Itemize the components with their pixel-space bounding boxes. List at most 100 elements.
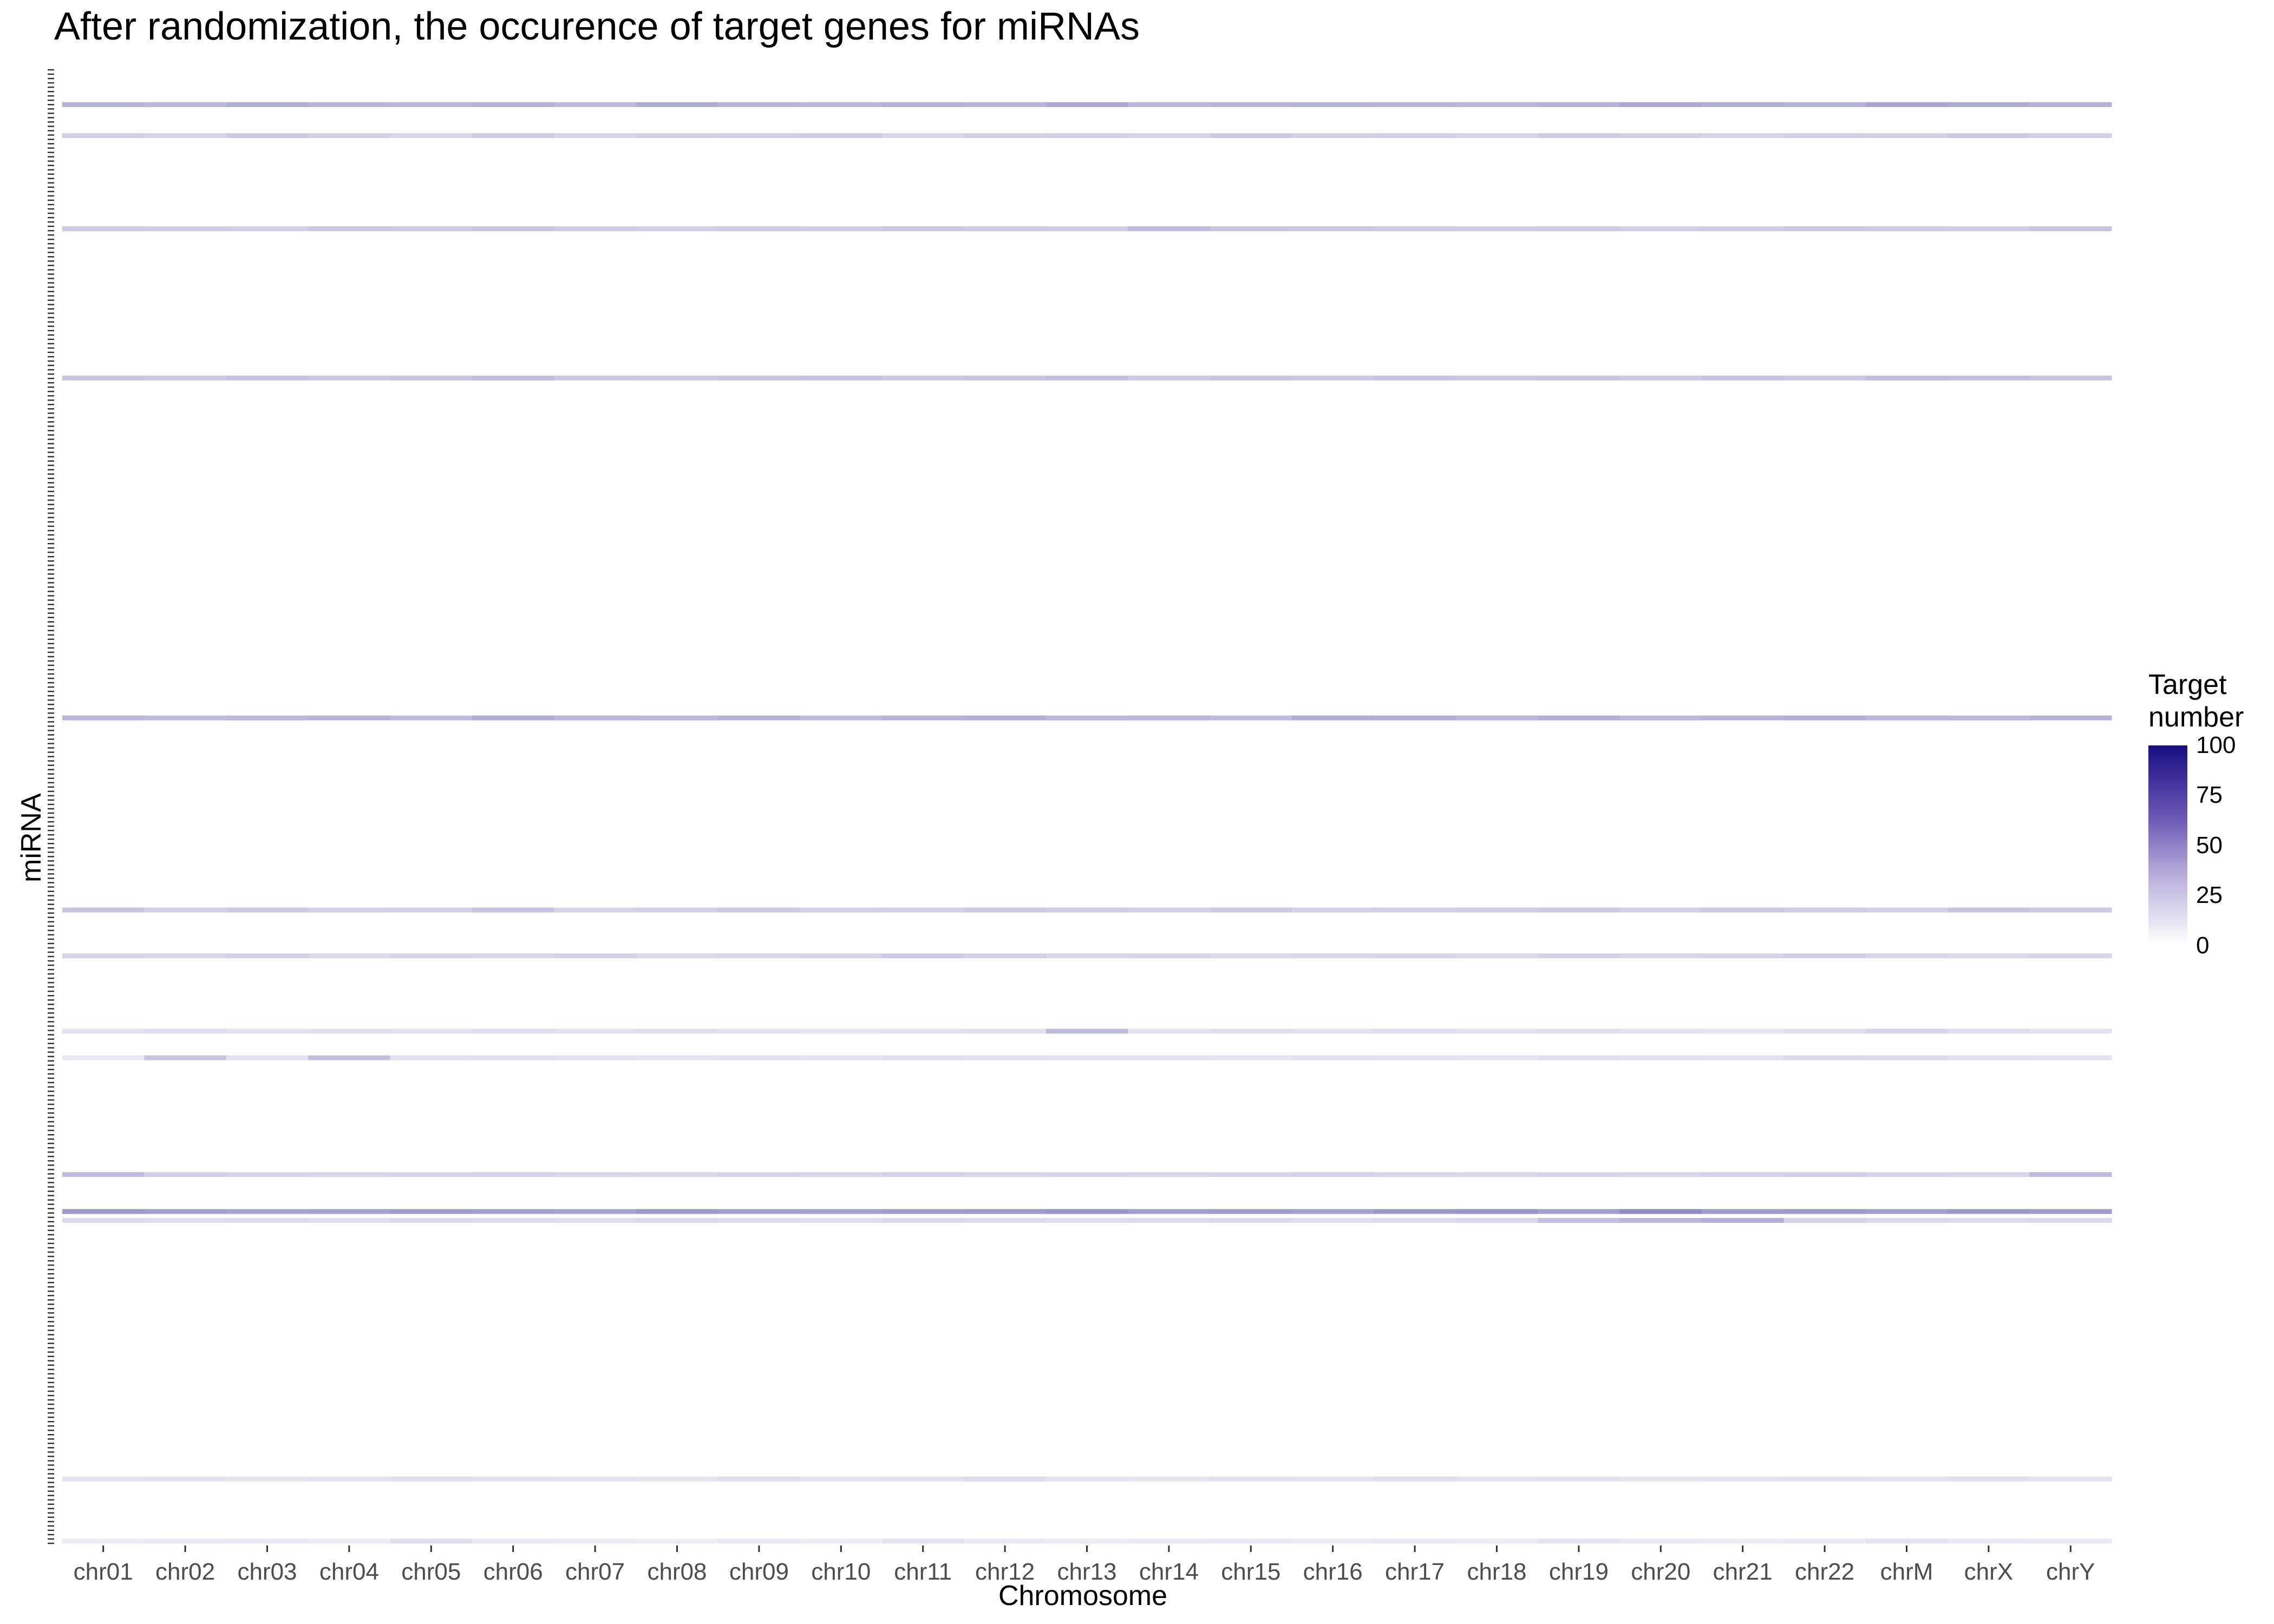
heatmap-cell (390, 226, 473, 232)
heatmap-cell (1619, 1217, 1702, 1223)
x-tick-label: chr11 (894, 1558, 952, 1585)
heatmap-cell (882, 133, 964, 139)
heatmap-cell (1292, 1476, 1374, 1482)
heatmap-cell (554, 1209, 637, 1214)
heatmap-cell (2029, 226, 2112, 232)
heatmap-cell (390, 1538, 473, 1544)
heatmap-cell (1948, 907, 2030, 913)
heatmap-cell (964, 907, 1047, 913)
heatmap-cell (1374, 1217, 1456, 1223)
chart-title: After randomization, the occurence of ta… (54, 5, 1140, 48)
heatmap-cell (636, 1538, 718, 1544)
heatmap-cell (882, 226, 964, 232)
y-axis-ticks (48, 69, 54, 1544)
heatmap-cell (1702, 133, 1784, 139)
heatmap-cell (1045, 1476, 1128, 1482)
heatmap-cell (62, 1172, 145, 1177)
heatmap-cell (308, 1029, 391, 1034)
legend-tick: 100 (2196, 732, 2236, 758)
heatmap-cell (1538, 1055, 1620, 1060)
heatmap-cell (1128, 102, 1211, 107)
heatmap-cell (144, 1029, 227, 1034)
heatmap-cell (1374, 715, 1456, 721)
heatmap-cell (1538, 1209, 1620, 1214)
heatmap-cell (1455, 1217, 1538, 1223)
heatmap-cell (2029, 907, 2112, 913)
heatmap-cell (472, 1217, 554, 1223)
heatmap-cell (554, 1217, 637, 1223)
heatmap-cell (226, 907, 309, 913)
heatmap-cell (308, 375, 391, 381)
heatmap-cell (1455, 907, 1538, 913)
x-tick-label: chr05 (401, 1558, 461, 1585)
heatmap-cell (800, 953, 883, 959)
heatmap-cell (964, 715, 1047, 721)
heatmap-cell (1374, 226, 1456, 232)
heatmap-cell (1865, 1538, 1948, 1544)
heatmap-cell (1702, 375, 1784, 381)
heatmap-cell (390, 715, 473, 721)
heatmap-cell (1619, 102, 1702, 107)
heatmap-cell (718, 226, 801, 232)
heatmap-cell (964, 102, 1047, 107)
heatmap-cell (1865, 1217, 1948, 1223)
heatmap-cell (1128, 226, 1211, 232)
heatmap-cell (1210, 1029, 1292, 1034)
heatmap-cell (964, 1209, 1047, 1214)
x-tick-label: chr14 (1139, 1558, 1199, 1585)
heatmap-cell (636, 953, 718, 959)
heatmap-cell (226, 102, 309, 107)
heatmap-cell (1128, 1217, 1211, 1223)
heatmap-cell (390, 375, 473, 381)
heatmap-cell (390, 1217, 473, 1223)
heatmap-cell (472, 1476, 554, 1482)
heatmap-cell (1210, 1217, 1292, 1223)
heatmap-cell (800, 1476, 883, 1482)
heatmap-cell (1948, 1538, 2030, 1544)
heatmap-cell (882, 1172, 964, 1177)
heatmap-cell (1210, 226, 1292, 232)
x-tick-label: chr08 (647, 1558, 707, 1585)
heatmap-cell (882, 1217, 964, 1223)
heatmap-cell (1045, 1209, 1128, 1214)
heatmap-cell (1045, 1217, 1128, 1223)
heatmap-cell (718, 1172, 801, 1177)
heatmap-cell (636, 133, 718, 139)
heatmap-cell (718, 907, 801, 913)
heatmap-cell (1455, 226, 1538, 232)
heatmap-cell (1948, 375, 2030, 381)
heatmap-cell (1045, 907, 1128, 913)
heatmap-cell (1374, 1172, 1456, 1177)
heatmap-cell (1865, 1476, 1948, 1482)
heatmap-cell (1619, 226, 1702, 232)
heatmap-cell (1948, 1055, 2030, 1060)
heatmap-cell (1210, 1476, 1292, 1482)
heatmap-cell (308, 1217, 391, 1223)
heatmap-cells (62, 102, 2112, 1544)
heatmap-cell (718, 715, 801, 721)
heatmap-cell (1865, 1209, 1948, 1214)
heatmap-cell (1045, 226, 1128, 232)
heatmap-cell (636, 1217, 718, 1223)
heatmap-cell (1374, 1209, 1456, 1214)
heatmap-cell (1210, 102, 1292, 107)
heatmap-cell (800, 1055, 883, 1060)
heatmap-cell (1210, 375, 1292, 381)
heatmap-cell (226, 1055, 309, 1060)
heatmap-cell (882, 907, 964, 913)
heatmap-cell (1538, 907, 1620, 913)
heatmap-cell (1702, 953, 1784, 959)
heatmap-cell (1045, 375, 1128, 381)
heatmap-cell (1045, 1172, 1128, 1177)
heatmap-cell (1455, 375, 1538, 381)
heatmap-cell (390, 102, 473, 107)
heatmap-cell (2029, 1055, 2112, 1060)
heatmap-cell (1948, 1029, 2030, 1034)
heatmap-cell (1128, 1538, 1211, 1544)
heatmap-cell (1948, 133, 2030, 139)
x-tick-label: chr16 (1303, 1558, 1363, 1585)
heatmap-cell (1292, 102, 1374, 107)
heatmap-cell (1128, 1055, 1211, 1060)
heatmap-cell (226, 133, 309, 139)
heatmap-cell (226, 1172, 309, 1177)
